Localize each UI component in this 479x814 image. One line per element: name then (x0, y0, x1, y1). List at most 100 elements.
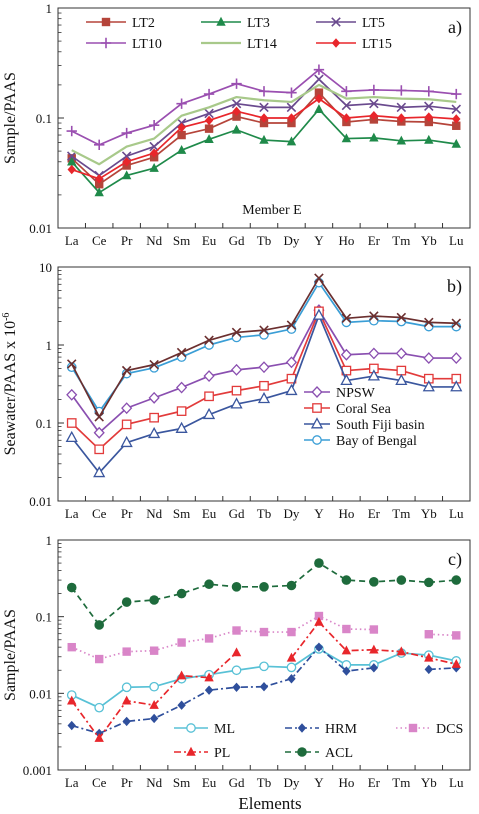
data-point-Tm (397, 113, 406, 123)
legend-label: LT3 (247, 16, 270, 31)
legend-label: LT15 (362, 37, 392, 52)
data-point-La (67, 164, 76, 175)
data-point-Ho (341, 86, 352, 97)
legend-swatch-marker (311, 386, 323, 398)
x-tick-label-La: La (65, 233, 79, 248)
legend-label: LT10 (132, 37, 162, 52)
data-point-Gd (232, 626, 241, 635)
panel-b-chart: 0.01 0.1 1 10 La Ce Pr Nd Sm Eu Gd Tb Dy Y Ho Er Tm Yb Lu S… (1, 260, 471, 521)
legend-item-lt15: LT15 (316, 37, 392, 52)
data-point-Yb (424, 112, 433, 122)
data-point-Y (314, 93, 324, 104)
data-point-Dy (286, 662, 297, 673)
legend-item-pl: PL (174, 746, 230, 761)
data-point-Er (369, 110, 379, 121)
x-tick-label-Lu: Lu (449, 233, 464, 248)
y-tick-label: 0.1 (36, 111, 52, 126)
series-pl (67, 616, 461, 742)
data-point-Ce (95, 654, 104, 664)
data-point-Yb (422, 380, 435, 392)
legend-swatch-marker (297, 723, 307, 733)
data-point-Yb (424, 652, 434, 662)
data-point-Pr (121, 365, 132, 376)
x-tick-label-Pr: Pr (121, 233, 133, 248)
data-point-Pr (122, 647, 131, 656)
series-line (71, 651, 238, 740)
x-tick-label-Tm: Tm (392, 506, 410, 521)
data-point-Sm (177, 638, 186, 647)
data-point-Nd (149, 700, 159, 709)
data-point-Eu (204, 391, 214, 402)
data-point-Gd (231, 78, 242, 89)
data-point-Tb (259, 682, 269, 692)
data-point-Gd (231, 327, 242, 338)
data-point-La (66, 151, 77, 161)
legend-swatch-marker (186, 723, 196, 733)
legend-swatch-marker (312, 435, 322, 445)
x-tick-label-Tb: Tb (257, 233, 271, 248)
y-tick-label: 0.1 (36, 610, 52, 625)
data-point-Ce (95, 174, 104, 184)
data-point-Dy (286, 320, 297, 330)
data-point-Y (314, 558, 324, 568)
data-point-Yb (424, 101, 434, 111)
y-tick-label: 0.1 (36, 416, 52, 431)
legend-item-lt3: LT3 (201, 16, 270, 31)
data-point-Ho (340, 348, 352, 361)
data-point-Nd (148, 120, 160, 131)
data-point-Gd (231, 385, 242, 396)
x-tick-label-La: La (65, 775, 79, 790)
x-tick-label-Dy: Dy (284, 233, 300, 248)
data-point-Ce (95, 180, 104, 189)
data-point-Eu (203, 370, 215, 382)
data-point-Ce (94, 702, 105, 713)
x-tick-label-Ce: Ce (92, 775, 107, 790)
data-point-Er (369, 576, 379, 587)
x-tick-label-Nd: Nd (146, 233, 162, 248)
data-point-Dy (286, 102, 297, 113)
data-point-Sm (176, 347, 187, 358)
series-lt15 (67, 93, 461, 184)
data-point-Er (368, 84, 380, 96)
data-point-Lu (451, 318, 462, 329)
x-tick-label-Ho: Ho (338, 775, 354, 790)
data-point-Pr (121, 402, 133, 415)
series-line (428, 666, 457, 671)
x-tick-label-Tm: Tm (392, 775, 410, 790)
data-point-Y (314, 273, 324, 283)
data-point-Tb (259, 118, 269, 128)
legend-item-lt5: LT5 (316, 16, 385, 31)
data-point-Er (369, 132, 379, 142)
legend-swatch-marker (312, 403, 322, 413)
y-axis-label: Seawater/PAAS x 10-6 (1, 313, 19, 456)
data-point-Tb (259, 329, 269, 340)
legend-label: LT14 (247, 37, 277, 52)
legend-swatch-marker (331, 38, 341, 48)
data-point-Dy (285, 383, 298, 396)
data-point-Sm (177, 130, 186, 140)
series-coral-sea (66, 306, 462, 455)
legend-item-lt10: LT10 (86, 37, 162, 52)
annotation-text: Member E (242, 203, 301, 218)
data-point-Sm (177, 700, 186, 710)
data-point-Pr (121, 419, 132, 430)
data-point-Pr (121, 127, 132, 139)
data-point-Yb (424, 630, 433, 639)
data-point-Tm (396, 575, 407, 585)
data-point-Eu (204, 634, 214, 643)
x-tick-label-Dy: Dy (284, 506, 300, 521)
y-tick-label: 1 (46, 338, 53, 353)
data-point-Nd (149, 681, 159, 692)
x-tick-label-Er: Er (368, 233, 381, 248)
data-point-Gd (231, 582, 242, 592)
data-point-Gd (231, 665, 242, 676)
data-point-Tb (259, 134, 269, 144)
x-tick-label-Sm: Sm (173, 775, 190, 790)
data-point-Sm (176, 406, 187, 416)
data-point-Lu (451, 138, 461, 148)
data-point-Eu (204, 579, 214, 590)
legend-label: South Fiji basin (336, 418, 425, 433)
data-point-Tm (395, 347, 407, 360)
data-point-Gd (232, 112, 241, 121)
panel-c-chart: 0.001 0.01 0.1 1 La Ce Pr Nd Sm Eu Gd Tb Dy Y Ho Er Tm Yb… (2, 533, 471, 790)
